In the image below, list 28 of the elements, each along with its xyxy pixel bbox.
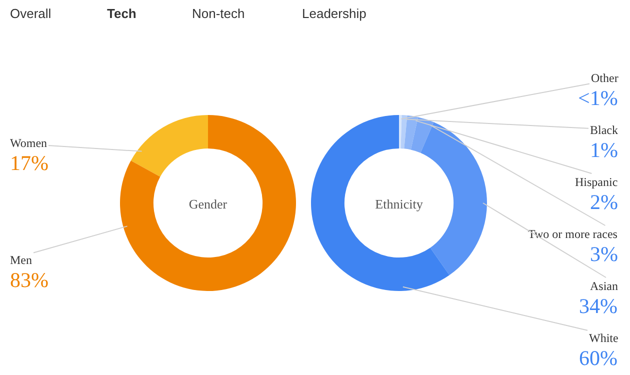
slice-label: Women (10, 136, 48, 150)
slice-label: White (589, 331, 618, 345)
text: Overall (10, 6, 52, 21)
donut-slice (404, 115, 418, 150)
text: Leadership (302, 6, 366, 21)
donut-slice (400, 115, 408, 149)
text: Non-tech (192, 6, 245, 21)
donut-slice (399, 115, 402, 148)
text: Tech (107, 6, 136, 21)
slice-label: Other (591, 71, 618, 85)
text: Ethnicity (375, 196, 424, 212)
slice-label: Men (10, 253, 32, 267)
donut-slice (311, 115, 450, 291)
data-label: 17% (10, 151, 48, 175)
donut-slice (120, 115, 296, 291)
data-label: 34% (579, 294, 618, 318)
data-label: <1% (578, 86, 618, 110)
slice-label: Black (590, 123, 618, 137)
data-label: 83% (10, 268, 48, 292)
slice-label: Hispanic (575, 175, 618, 189)
data-label: 60% (579, 346, 618, 370)
data-label: 1% (590, 138, 618, 162)
text: Gender (188, 196, 228, 212)
data-label: 3% (590, 242, 618, 266)
donut-slice (410, 117, 434, 153)
slice-label: Asian (590, 279, 618, 293)
data-label: 2% (590, 190, 618, 214)
donut-slice (130, 115, 208, 177)
